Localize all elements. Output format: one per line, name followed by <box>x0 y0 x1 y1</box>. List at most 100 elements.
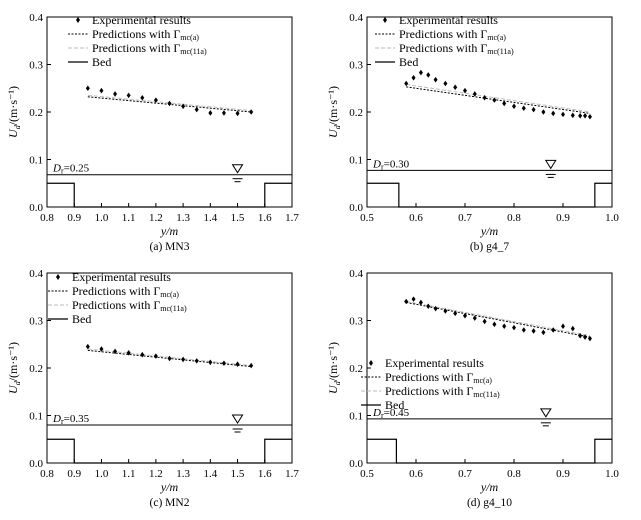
x-tick-label: 0.8 <box>507 212 521 224</box>
panel-caption: (a) MN3 <box>150 241 190 253</box>
x-tick-label: 1.0 <box>605 212 619 224</box>
experimental-point <box>443 308 448 314</box>
experimental-point <box>463 87 467 94</box>
prediction-11a-line <box>87 94 252 112</box>
x-tick-label: 0.5 <box>360 212 374 224</box>
experimental-point <box>587 113 592 120</box>
experimental-point <box>578 113 583 119</box>
x-tick-label: 1.2 <box>149 468 163 480</box>
y-axis-label: Ud/(m·s⁻¹) <box>326 86 342 138</box>
experimental-point <box>541 329 546 336</box>
experimental-point <box>99 87 104 94</box>
experimental-point <box>531 328 536 334</box>
y-axis-label: Ud/(m·s⁻¹) <box>326 342 342 394</box>
x-tick-label: 1.2 <box>149 212 163 224</box>
dr-label: Dr=0.35 <box>52 413 90 426</box>
legend-entry: Predictions with Γmc(11a) <box>385 384 500 399</box>
y-tick-label: 0.4 <box>349 268 363 280</box>
experimental-point <box>153 97 158 103</box>
experimental-point <box>492 97 497 103</box>
legend-entry: Predictions with Γmc(11a) <box>399 41 514 56</box>
dr-label: Dr=0.30 <box>372 158 410 171</box>
experimental-point <box>433 305 438 312</box>
legend-entry: Bed <box>92 55 111 69</box>
x-tick-label: 1.4 <box>203 212 217 224</box>
experimental-point <box>194 358 199 364</box>
y-tick-label: 0.4 <box>29 268 43 280</box>
x-tick-label: 0.5 <box>360 468 374 480</box>
experimental-point <box>426 303 431 310</box>
y-tick-label: 0.3 <box>29 316 43 328</box>
legend-entry: Predictions with Γmc(a) <box>399 27 506 42</box>
y-tick-label: 0.4 <box>29 12 43 24</box>
dr-label: Dr=0.25 <box>52 163 90 176</box>
experimental-point <box>418 299 423 306</box>
water-surface-icon <box>231 414 244 424</box>
y-tick-label: 0.2 <box>349 107 363 119</box>
y-tick-label: 0.2 <box>29 107 43 119</box>
y-tick-label: 0.1 <box>29 155 43 167</box>
legend-entry: Predictions with Γmc(a) <box>72 284 179 299</box>
experimental-point <box>411 296 416 302</box>
chart-panel-1: 0.8 0.9 1.0 1.1 1.2 1.3 1.4 1.5 1.6 1.7 0.0 0.1 0.2 0… <box>6 12 299 253</box>
experimental-point <box>153 353 158 359</box>
chart-panel-3: 0.8 0.9 1.0 1.1 1.2 1.3 1.4 1.5 1.6 1.7 0.0 0.1 0.2 0… <box>6 268 299 509</box>
experimental-point <box>85 85 90 92</box>
bed-line <box>47 182 292 208</box>
y-tick-label: 0.3 <box>349 316 363 328</box>
x-axis-label: y/m <box>160 480 179 494</box>
x-tick-label: 1.1 <box>122 468 136 480</box>
x-tick-label: 0.7 <box>458 468 472 480</box>
experimental-point <box>561 323 565 329</box>
x-tick-label: 0.7 <box>458 212 472 224</box>
experimental-point <box>583 334 588 340</box>
legend-entry: Bed <box>399 55 418 69</box>
experimental-point <box>492 321 497 328</box>
y-tick-label: 0.3 <box>29 60 43 72</box>
y-tick-label: 0.2 <box>349 363 363 375</box>
legend-entry: Experimental results <box>72 270 171 284</box>
experimental-point <box>472 91 477 97</box>
experimental-point <box>181 103 186 110</box>
y-tick-label: 0.0 <box>29 458 43 470</box>
experimental-point <box>140 94 145 101</box>
chart-panel-4: 0.5 0.6 0.7 0.8 0.9 1.0 0.0 0.1 0.2 0.3 0.4 y/m Ud/(… <box>326 268 619 509</box>
x-tick-label: 1.0 <box>605 468 619 480</box>
bed-line <box>367 438 612 464</box>
experimental-point <box>512 324 516 331</box>
x-tick-label: 0.6 <box>409 212 423 224</box>
experimental-point <box>578 332 583 339</box>
experimental-point <box>587 335 592 342</box>
experimental-point <box>463 312 467 319</box>
experimental-point <box>521 105 526 111</box>
legend-entry: Predictions with Γmc(a) <box>385 370 492 385</box>
experimental-point <box>221 110 226 116</box>
legend-entry: Bed <box>72 312 91 326</box>
legend-entry: Experimental results <box>92 13 191 27</box>
experimental-point <box>221 360 226 367</box>
experimental-point <box>126 350 131 356</box>
experimental-point <box>453 310 458 317</box>
experimental-point <box>502 100 507 107</box>
experimental-point <box>99 346 104 352</box>
experimental-point <box>561 111 565 118</box>
x-axis-label: y/m <box>160 224 179 238</box>
x-tick-label: 1.5 <box>231 468 245 480</box>
experimental-point <box>482 318 487 325</box>
experimental-point <box>235 361 240 367</box>
bed-line <box>47 438 292 464</box>
legend-marker-experimental <box>369 360 373 366</box>
experimental-point <box>249 362 254 369</box>
experimental-point <box>418 69 423 76</box>
experimental-point <box>570 112 575 119</box>
legend-entry: Experimental results <box>399 13 498 27</box>
experimental-point <box>583 113 588 119</box>
legend-marker-experimental <box>56 274 60 280</box>
x-tick-label: 0.9 <box>67 468 81 480</box>
experimental-point <box>249 109 254 115</box>
x-tick-label: 0.8 <box>507 468 521 480</box>
